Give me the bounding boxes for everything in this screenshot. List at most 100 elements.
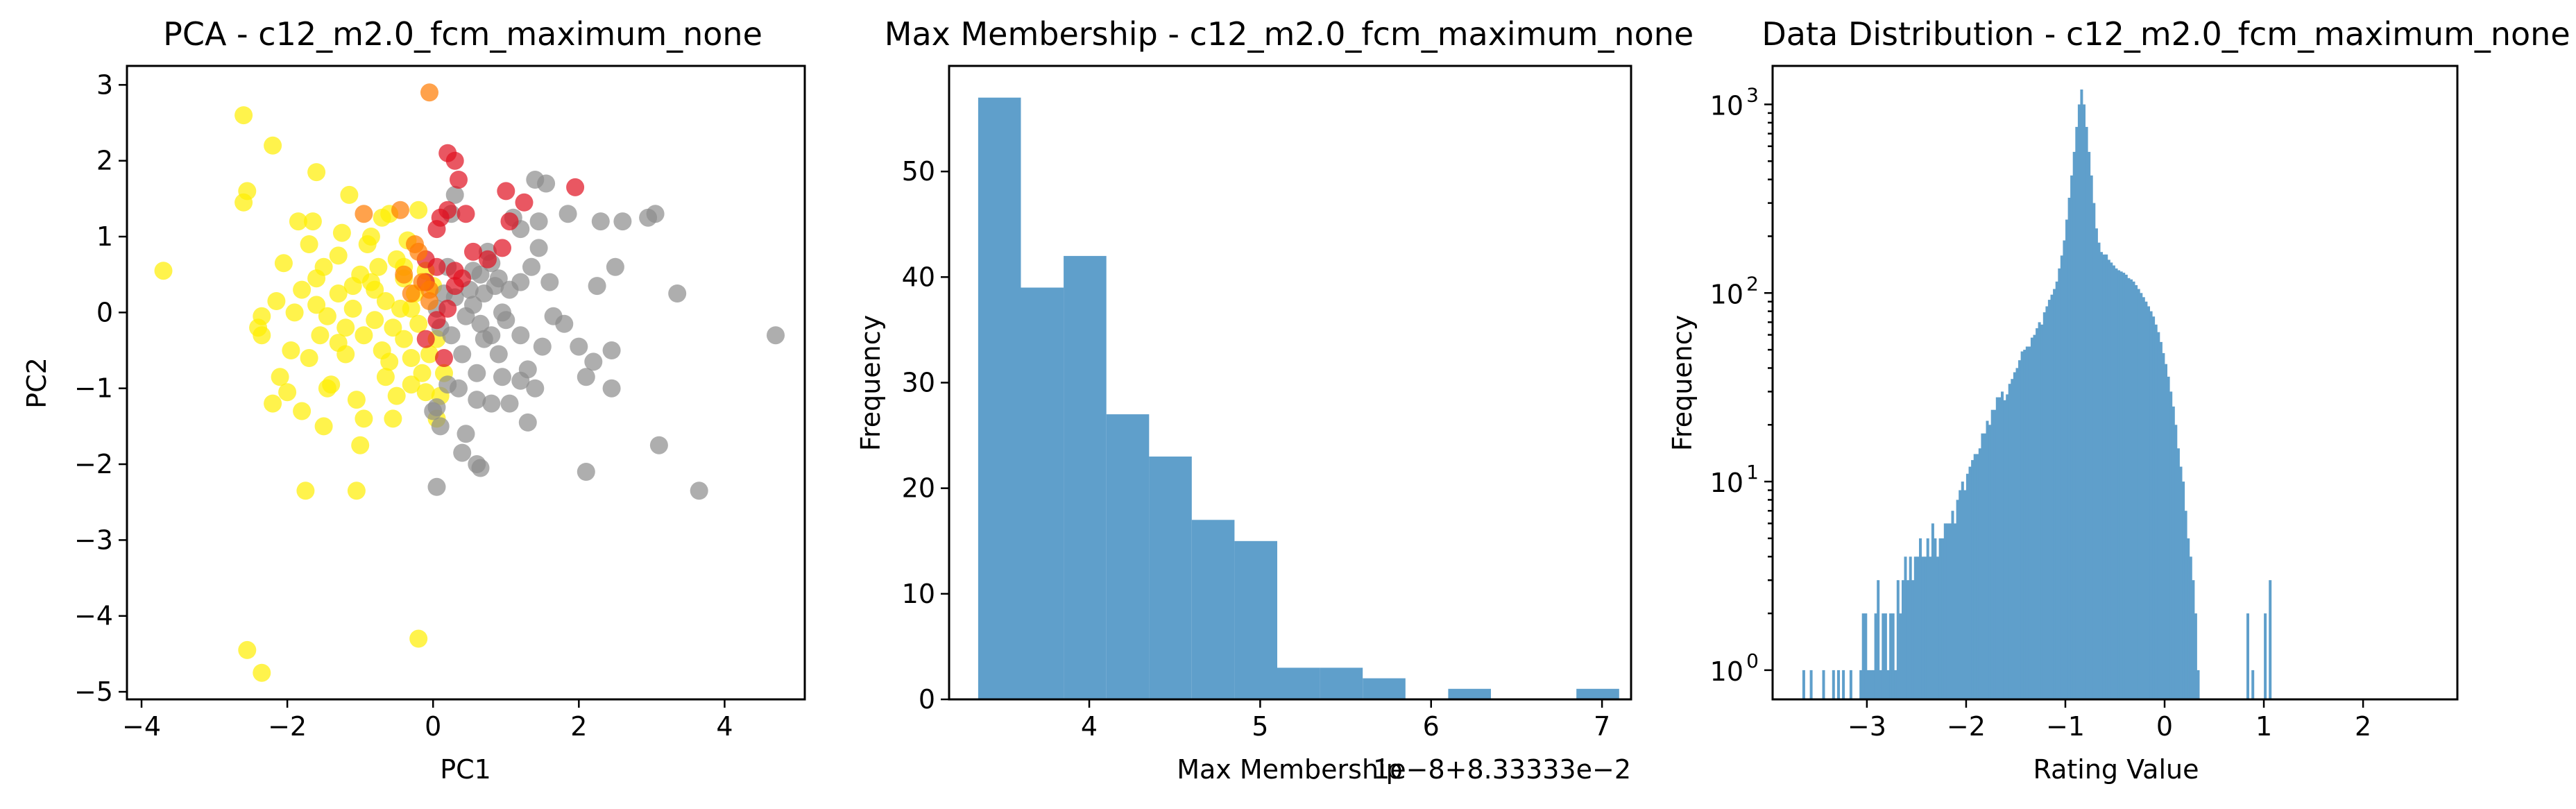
- scatter-point-gray: [511, 371, 530, 390]
- y-tick-exponent: 3: [1746, 83, 1759, 106]
- x-tick-label: 4: [716, 711, 733, 742]
- histogram-bar: [1986, 420, 1989, 699]
- histogram-bar: [1973, 454, 1977, 699]
- pca-title: PCA - c12_m2.0_fcm_maximum_none: [163, 15, 762, 53]
- x-tick-label: −4: [122, 711, 161, 742]
- scatter-point-gray: [471, 314, 490, 333]
- scatter-point-yellow: [420, 345, 438, 364]
- x-tick-label: 0: [2156, 711, 2173, 742]
- scatter-point-yellow: [318, 379, 336, 398]
- histogram-bar: [1891, 613, 1895, 699]
- scatter-point-gray: [457, 425, 475, 443]
- histogram-bar: [1902, 580, 1904, 699]
- histogram-bar: [2050, 294, 2054, 699]
- histogram-bar: [2132, 281, 2135, 699]
- histogram-bar: [2060, 255, 2063, 699]
- scatter-point-yellow: [234, 193, 253, 212]
- scatter-point-yellow: [264, 136, 282, 155]
- histogram-bar: [1864, 613, 1868, 699]
- distribution-histogram-panel: Data Distribution - c12_m2.0_fcm_maximum…: [1667, 15, 2570, 785]
- x-tick-label: 2: [2355, 711, 2371, 742]
- y-tick-label: 10: [902, 579, 935, 609]
- histogram-bar: [2067, 198, 2071, 699]
- scatter-point-gray: [424, 402, 443, 420]
- histogram-bar: [2251, 670, 2255, 699]
- histogram-bar: [2102, 254, 2106, 699]
- histogram-bar: [2142, 297, 2145, 699]
- scatter-point-gray: [493, 303, 511, 322]
- x-tick-label: −2: [268, 711, 307, 742]
- histogram-bar: [1921, 556, 1925, 699]
- histogram-bar: [2264, 613, 2267, 699]
- histogram-bar: [1363, 678, 1406, 699]
- histogram-bar: [2189, 556, 2192, 699]
- histogram-bar: [2135, 285, 2138, 699]
- histogram-bar: [2047, 300, 2051, 700]
- y-tick-exponent: 0: [1746, 649, 1759, 672]
- histogram-bar: [2140, 293, 2143, 699]
- histogram-bar: [1971, 460, 1974, 699]
- scatter-point-gray: [475, 330, 493, 348]
- scatter-point-red: [438, 299, 457, 318]
- histogram-bar: [1931, 523, 1934, 699]
- x-tick-label: −2: [1947, 711, 1986, 742]
- scatter-point-orange: [355, 205, 373, 223]
- histogram-bar: [2070, 175, 2074, 699]
- distribution-x-label: Rating Value: [2033, 754, 2199, 785]
- histogram-bar: [1849, 670, 1852, 699]
- scatter-point-gray: [471, 459, 490, 477]
- histogram-bar: [2033, 334, 2036, 700]
- histogram-bar: [978, 97, 1021, 699]
- scatter-point-yellow: [376, 368, 395, 386]
- histogram-bar: [1884, 613, 1887, 699]
- scatter-point-yellow: [318, 307, 336, 325]
- histogram-bar: [1904, 556, 1907, 699]
- scatter-point-orange: [420, 292, 438, 310]
- histogram-bar: [1954, 523, 1957, 699]
- histogram-bar: [1802, 670, 1805, 699]
- histogram-bar: [1995, 397, 1999, 699]
- scatter-point-gray: [511, 326, 530, 345]
- histogram-bar: [2179, 466, 2183, 699]
- x-tick-label: −1: [2046, 711, 2085, 742]
- scatter-point-yellow: [329, 284, 348, 303]
- histogram-bar: [1866, 670, 1870, 699]
- histogram-bar: [2144, 301, 2148, 699]
- scatter-point-gray: [457, 307, 475, 325]
- membership-bars: [978, 97, 1619, 700]
- y-tick-label: 10: [1710, 468, 1743, 498]
- y-tick-label: 40: [902, 262, 935, 292]
- histogram-bar: [2192, 580, 2195, 699]
- histogram-bar: [1064, 255, 1107, 699]
- scatter-point-gray: [602, 379, 621, 398]
- histogram-bar: [1889, 613, 1893, 699]
- scatter-point-yellow: [361, 228, 380, 246]
- histogram-bar: [2176, 448, 2180, 699]
- scatter-point-red: [457, 205, 475, 223]
- scatter-point-yellow: [271, 368, 289, 386]
- histogram-bar: [2038, 322, 2041, 699]
- y-tick-label: −2: [74, 449, 113, 479]
- histogram-bar: [2127, 278, 2131, 699]
- histogram-bar: [1978, 448, 1981, 699]
- scatter-point-yellow: [285, 303, 304, 322]
- y-tick-label: 30: [902, 368, 935, 398]
- scatter-point-yellow: [402, 299, 420, 318]
- scatter-point-red: [566, 178, 585, 196]
- membership-x-ticks: 4 5 6 7: [1081, 699, 1610, 742]
- scatter-point-yellow: [332, 223, 351, 242]
- histogram-bar: [2058, 268, 2061, 699]
- histogram-bar: [2149, 311, 2153, 700]
- histogram-bar: [2008, 384, 2011, 699]
- histogram-bar: [1879, 670, 1882, 699]
- scatter-point-yellow: [267, 292, 286, 310]
- pca-x-label: PC1: [440, 754, 491, 785]
- pca-y-ticks: −5 −4 −3 −2 −1 0 1 2 3: [74, 69, 127, 707]
- scatter-point-yellow: [376, 292, 395, 310]
- histogram-bar: [2080, 90, 2083, 699]
- scatter-point-orange: [402, 284, 420, 303]
- scatter-point-yellow: [366, 280, 384, 299]
- distribution-x-ticks: −3 −2 −1 0 1 2: [1848, 699, 2371, 742]
- scatter-point-red: [450, 171, 468, 189]
